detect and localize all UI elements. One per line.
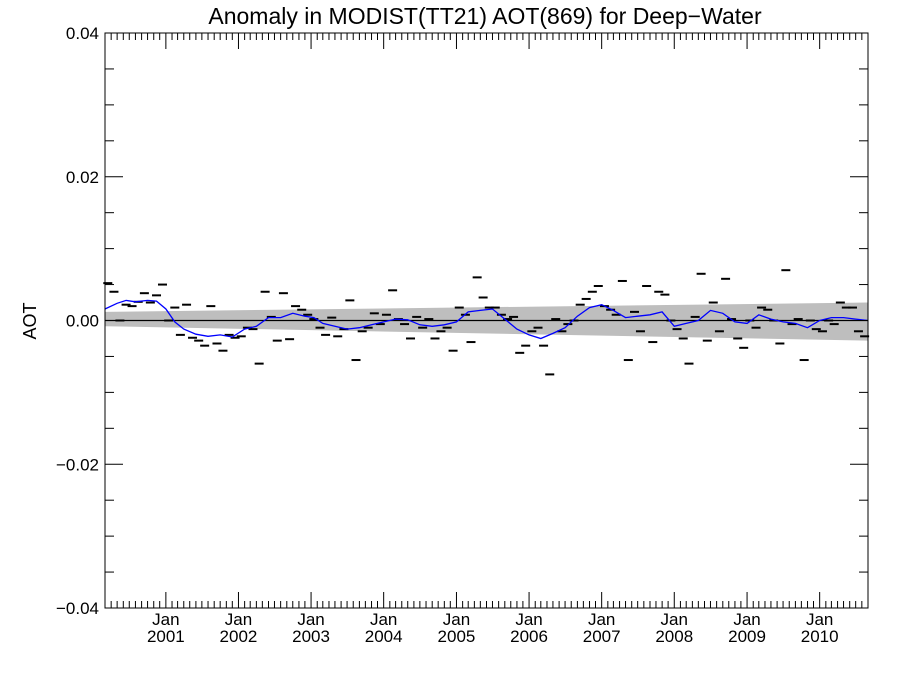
x-tick-year-label: 2010 <box>801 627 839 646</box>
x-tick-year-label: 2007 <box>583 627 621 646</box>
x-tick-month-label: Jan <box>588 610 615 629</box>
x-tick-month-label: Jan <box>297 610 324 629</box>
y-tick-label: −0.02 <box>56 455 99 474</box>
x-tick-year-label: 2004 <box>365 627 403 646</box>
y-axis-label: AOT <box>20 302 40 339</box>
x-tick-year-label: 2008 <box>655 627 693 646</box>
y-tick-label: 0.00 <box>66 312 99 331</box>
x-tick-year-label: 2001 <box>147 627 185 646</box>
x-tick-year-label: 2005 <box>438 627 476 646</box>
x-tick-year-label: 2006 <box>510 627 548 646</box>
x-tick-year-label: 2009 <box>728 627 766 646</box>
x-tick-month-label: Jan <box>661 610 688 629</box>
x-tick-year-label: 2003 <box>292 627 330 646</box>
y-tick-label: 0.04 <box>66 24 99 43</box>
plot-area: −0.04−0.020.000.020.04Jan2001Jan2002Jan2… <box>56 24 870 646</box>
x-tick-month-label: Jan <box>370 610 397 629</box>
x-tick-month-label: Jan <box>733 610 760 629</box>
y-tick-label: −0.04 <box>56 599 99 618</box>
chart-title: Anomaly in MODIST(TT21) AOT(869) for Dee… <box>208 3 762 29</box>
confidence-band <box>105 302 868 341</box>
x-tick-year-label: 2002 <box>220 627 258 646</box>
x-tick-month-label: Jan <box>806 610 833 629</box>
x-tick-month-label: Jan <box>443 610 470 629</box>
x-tick-month-label: Jan <box>225 610 252 629</box>
x-tick-month-label: Jan <box>515 610 542 629</box>
smoothed-line <box>104 299 869 340</box>
y-tick-label: 0.02 <box>66 168 99 187</box>
x-tick-month-label: Jan <box>152 610 179 629</box>
